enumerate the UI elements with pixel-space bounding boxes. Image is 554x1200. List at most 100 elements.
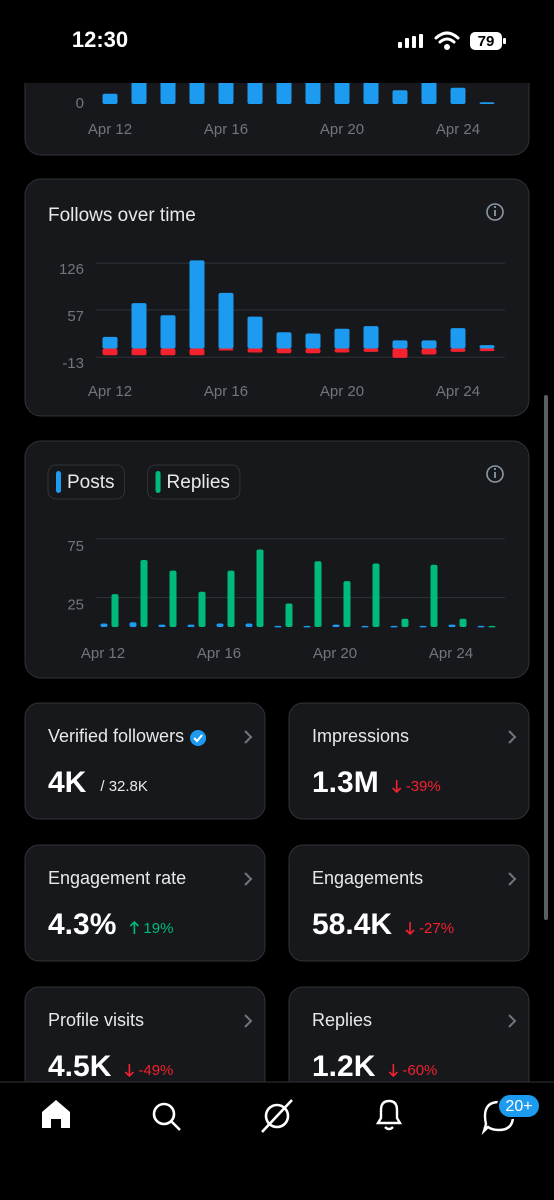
bar — [390, 625, 398, 628]
scrollbar — [544, 395, 548, 920]
bar — [421, 77, 437, 104]
chevron — [244, 872, 253, 886]
bar — [276, 332, 292, 349]
bar — [189, 348, 205, 356]
bar — [158, 624, 166, 627]
badge — [497, 1093, 541, 1119]
x-tick-label: Apr 12 — [81, 645, 125, 662]
notifications-icon[interactable] — [375, 1099, 403, 1131]
status-bar — [0, 0, 554, 83]
legend-swatch — [56, 471, 61, 493]
info-icon[interactable] — [486, 203, 504, 221]
wifi-icon — [434, 31, 460, 50]
bar — [256, 549, 264, 627]
stat-card[interactable] — [24, 844, 266, 962]
change-arrow — [129, 920, 139, 934]
bar — [218, 292, 234, 349]
stat-card[interactable] — [24, 702, 266, 820]
stat-value: 1.3M — [312, 766, 379, 799]
bar — [448, 624, 456, 627]
y-tick-label: 126 — [59, 261, 84, 278]
bar — [227, 570, 235, 627]
verified-check — [193, 734, 203, 743]
x-tick-label: Apr 12 — [88, 121, 132, 138]
bar — [488, 625, 496, 628]
bar — [459, 618, 467, 627]
bar — [102, 336, 118, 349]
stat-change: -49% — [138, 1062, 173, 1079]
stat-value: 4.3% — [48, 908, 116, 941]
bar — [334, 348, 350, 353]
bar — [450, 328, 466, 349]
legend-item[interactable] — [147, 464, 241, 500]
battery-tip — [503, 38, 506, 44]
bar — [343, 581, 351, 627]
grok-icon[interactable] — [261, 1099, 293, 1133]
bar — [102, 93, 118, 104]
change-arrow — [405, 922, 415, 936]
chevron — [244, 1014, 253, 1028]
bar — [305, 348, 321, 354]
bar — [421, 348, 437, 355]
y-tick-label: -13 — [62, 355, 84, 372]
y-tick-label: 57 — [67, 308, 84, 325]
home-icon[interactable] — [42, 1100, 70, 1128]
x-tick-label: Apr 12 — [88, 383, 132, 400]
x-tick-label: Apr 20 — [313, 645, 357, 662]
stat-change: 19% — [143, 920, 173, 937]
stat-change: -27% — [419, 920, 454, 937]
stat-label: Replies — [312, 1010, 372, 1030]
change-arrow — [392, 780, 402, 794]
verified-badge — [190, 730, 207, 746]
stat-label: Engagement rate — [48, 868, 186, 888]
bar — [274, 625, 282, 628]
stat-card[interactable] — [288, 844, 530, 962]
stat-label: Impressions — [312, 726, 409, 746]
stat-change: -60% — [402, 1062, 437, 1079]
bar — [140, 560, 148, 627]
bar — [218, 348, 234, 351]
engagement-card — [24, 440, 530, 679]
info-icon[interactable] — [486, 465, 504, 483]
legend-label: Posts — [67, 472, 115, 493]
bar — [216, 623, 224, 627]
x-tick-label: Apr 16 — [204, 121, 248, 138]
chevron — [508, 1014, 517, 1028]
bar — [160, 315, 176, 349]
change-arrow — [124, 1064, 134, 1078]
bar — [372, 563, 380, 627]
bar — [479, 102, 495, 104]
stat-label: Profile visits — [48, 1010, 144, 1030]
bar — [102, 348, 118, 356]
bar — [479, 345, 495, 349]
stat-card[interactable] — [288, 702, 530, 820]
bar — [419, 625, 427, 628]
bar — [111, 594, 119, 627]
bar — [332, 624, 340, 627]
bar — [392, 348, 408, 358]
stat-label: Engagements — [312, 868, 423, 888]
legend-item[interactable] — [47, 464, 126, 500]
bar — [477, 625, 485, 628]
bar — [285, 603, 293, 627]
battery-icon — [470, 32, 502, 50]
bar — [421, 340, 437, 349]
chevron — [508, 730, 517, 744]
search-icon[interactable] — [152, 1102, 181, 1131]
bar — [392, 90, 408, 104]
bar — [276, 348, 292, 354]
change-arrow — [388, 1064, 398, 1078]
x-tick-label: Apr 24 — [436, 383, 480, 400]
bar — [363, 348, 379, 352]
chevron — [508, 872, 517, 886]
badge-count: 20+ — [505, 1098, 532, 1115]
bar — [361, 625, 369, 628]
bar — [131, 348, 147, 356]
bar — [305, 333, 321, 349]
chevron — [244, 730, 253, 744]
bar — [247, 348, 263, 353]
x-tick-label: Apr 16 — [204, 383, 248, 400]
stat-value: 4.5K — [48, 1050, 112, 1083]
